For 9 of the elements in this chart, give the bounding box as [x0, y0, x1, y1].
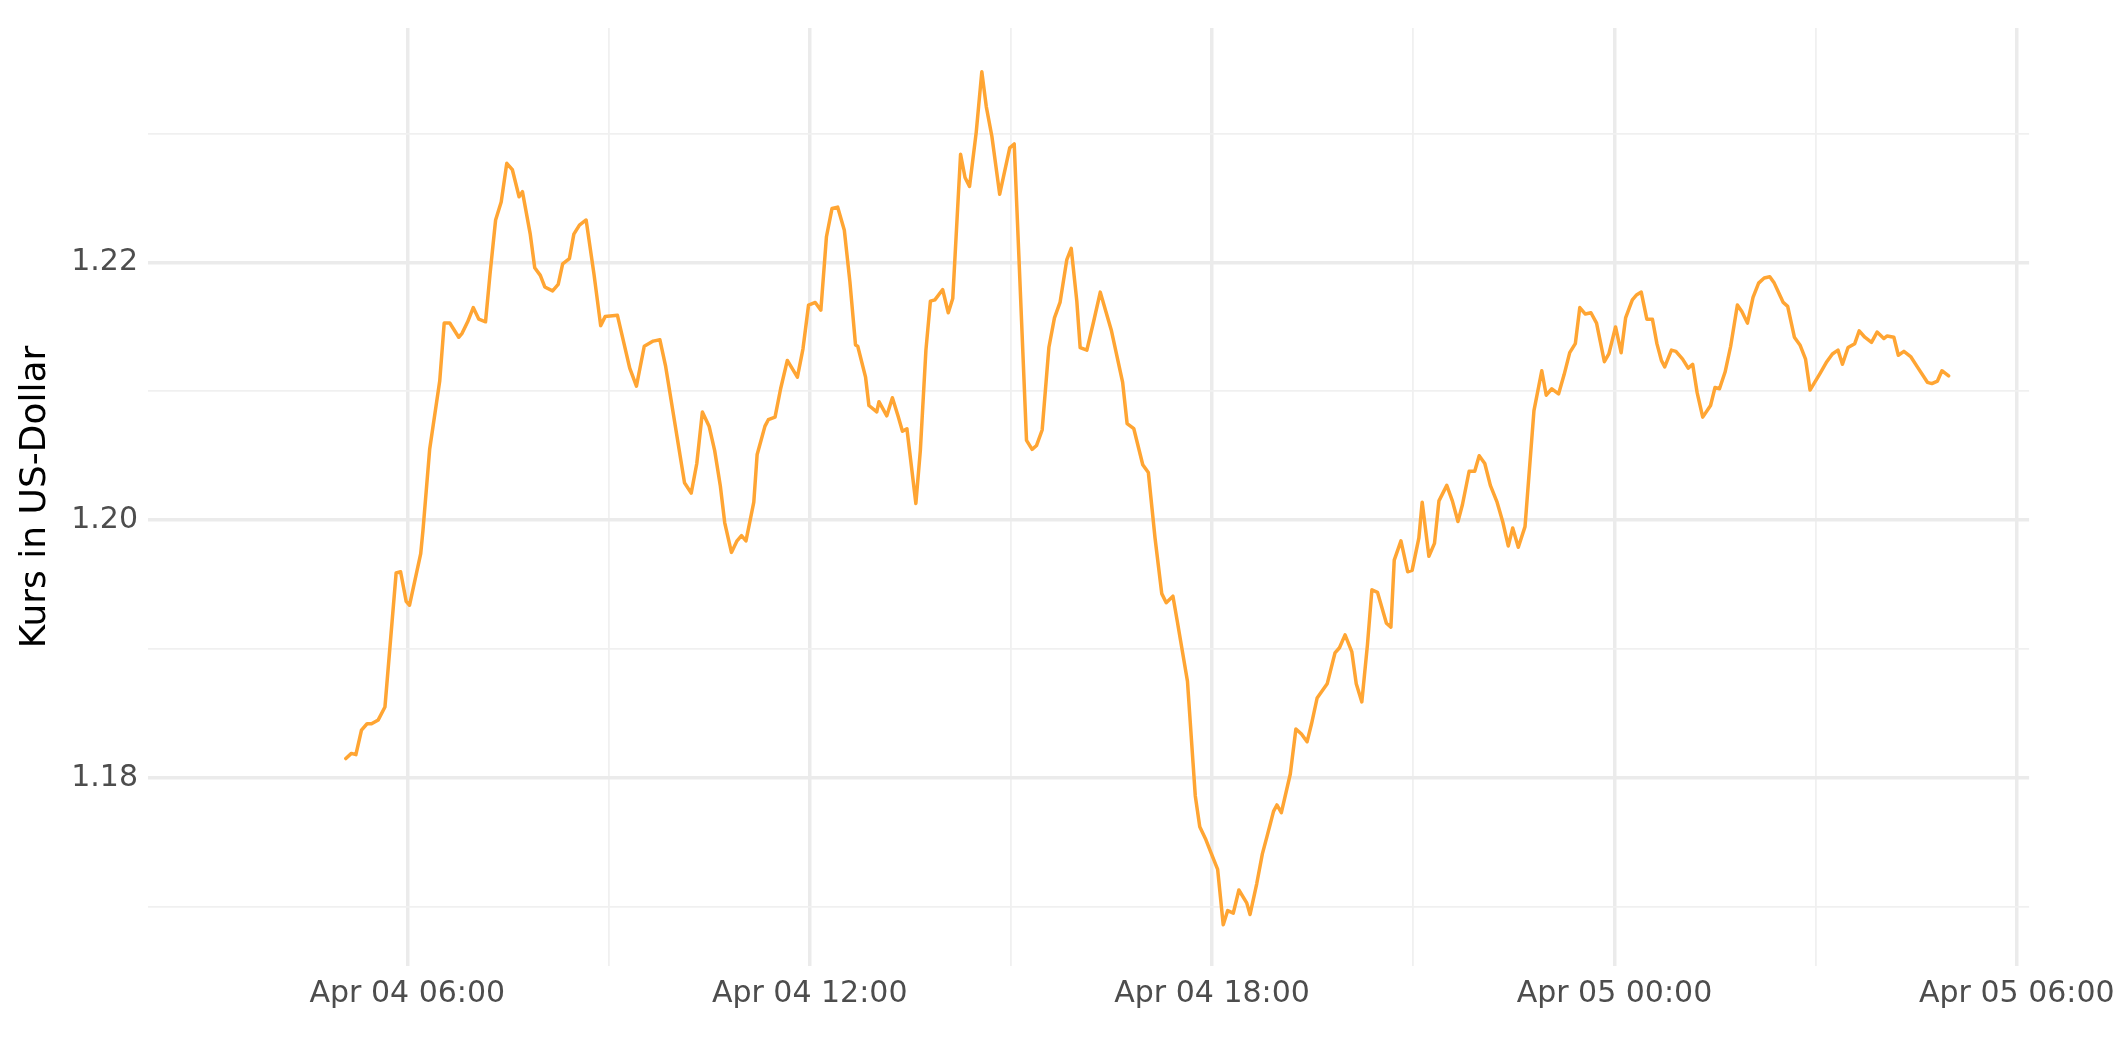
y-axis-title: Kurs in US-Dollar: [11, 345, 53, 649]
x-tick-label: Apr 05 00:00: [1516, 973, 1713, 1009]
y-tick-label: 1.18: [71, 757, 138, 793]
y-tick-label: 1.22: [71, 242, 138, 278]
x-tick-label: Apr 04 12:00: [711, 973, 908, 1009]
x-tick-label: Apr 04 18:00: [1114, 973, 1310, 1009]
y-tick-label: 1.20: [71, 499, 138, 535]
x-tick-label: Apr 05 06:00: [1919, 973, 2115, 1009]
x-tick-label: Apr 04 06:00: [309, 973, 506, 1009]
